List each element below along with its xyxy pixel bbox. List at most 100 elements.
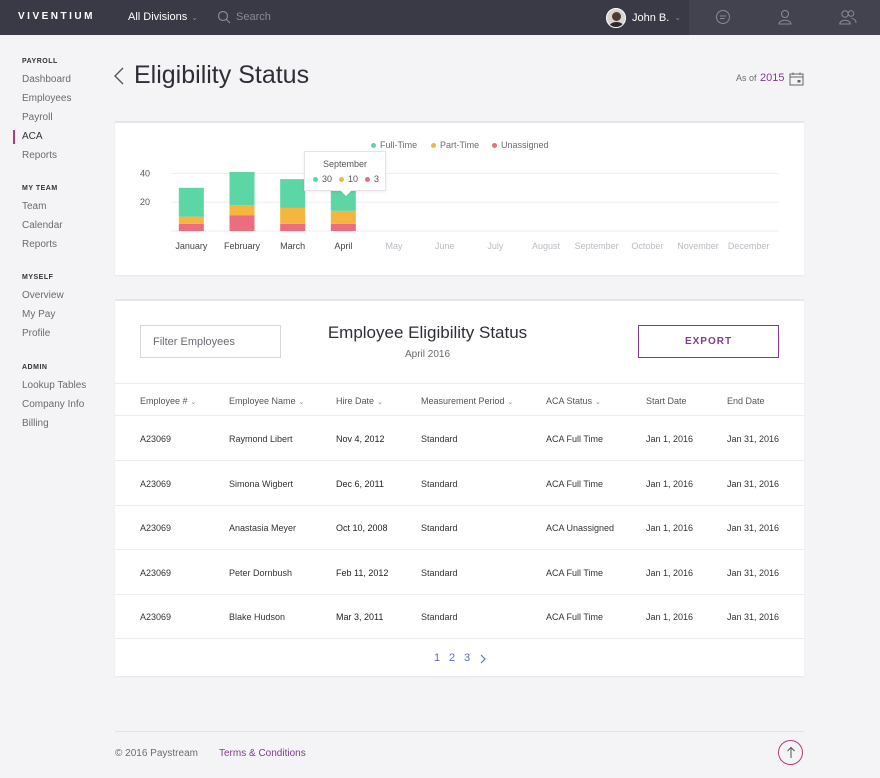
users-icon[interactable] <box>839 9 857 25</box>
user-icon[interactable] <box>778 9 792 25</box>
sidebar-item-company-info[interactable]: Company Info <box>22 399 85 410</box>
sidebar-item-calendar[interactable]: Calendar <box>22 220 63 231</box>
bar-part-time-february <box>229 205 255 216</box>
column-header-start-date[interactable]: Start Date <box>646 396 687 406</box>
tooltip-dot-part-time <box>339 176 345 182</box>
terms-link[interactable]: Terms & Conditions <box>219 748 306 759</box>
tooltip-dot-full-time <box>313 176 318 182</box>
legend-unassigned: Unassigned <box>492 140 549 150</box>
sidebar-section-my-team: MY TEAM <box>22 185 58 192</box>
cell-employee-name: Blake Hudson <box>229 612 286 623</box>
cell-aca-status: ACA Full Time <box>546 612 604 623</box>
x-tick-label: December <box>728 241 770 251</box>
scroll-top-button[interactable] <box>778 740 803 765</box>
cell-measurement-period: Standard <box>421 434 458 444</box>
x-tick-label: August <box>532 241 561 251</box>
bar-full-time-january <box>178 187 204 217</box>
user-name: John B. <box>632 11 670 24</box>
sidebar-item-overview[interactable]: Overview <box>22 290 64 301</box>
cell-hire-date: Feb 11, 2012 <box>336 567 389 578</box>
row-divider <box>115 549 804 551</box>
row-divider <box>115 593 804 595</box>
column-header-measurement-period[interactable]: Measurement Period ⌄ <box>421 396 513 406</box>
sidebar-item-payroll[interactable]: Payroll <box>22 112 53 123</box>
page-1[interactable]: 1 <box>434 652 441 664</box>
bar-full-time-february <box>229 171 255 206</box>
x-tick-label: July <box>487 241 504 251</box>
x-tick-label: February <box>224 241 261 251</box>
cell-employee-name: Anastasia Meyer <box>229 523 297 534</box>
legend-full-time: Full-Time <box>371 140 417 150</box>
tooltip-arrow <box>340 190 352 196</box>
active-indicator <box>13 130 15 144</box>
legend-part-time: Part-Time <box>431 140 479 150</box>
eligibility-chart-card: Full-Time Part-Time Unassigned 40 20 Janua… <box>115 121 804 275</box>
back-icon[interactable] <box>113 66 125 86</box>
year-selector[interactable]: 2015 <box>760 72 785 84</box>
column-header-hire-date[interactable]: Hire Date ⌄ <box>336 396 383 406</box>
cell-aca-status: ACA Full Time <box>546 567 604 578</box>
sidebar-section-myself: MYSELF <box>22 274 54 281</box>
column-header-employee-name[interactable]: Employee Name ⌄ <box>229 396 304 406</box>
divider <box>115 415 804 416</box>
page-3[interactable]: 3 <box>464 652 471 664</box>
sidebar-item-lookup-tables[interactable]: Lookup Tables <box>22 380 87 391</box>
arrow-up-icon <box>787 746 795 758</box>
search-input[interactable] <box>236 9 356 25</box>
export-button[interactable]: EXPORT <box>638 325 779 358</box>
stacked-bar-chart: 40 20 January February March April May June July… <box>140 168 779 251</box>
cell-measurement-period: Standard <box>421 523 458 534</box>
sidebar-item-reports[interactable]: Reports <box>22 150 58 161</box>
footer-divider <box>115 731 804 732</box>
column-header-end-date[interactable]: End Date <box>727 396 765 406</box>
cell-end-date: Jan 31, 2016 <box>727 612 780 623</box>
tooltip-month: September <box>322 159 368 169</box>
x-tick-label: October <box>631 241 663 251</box>
legend-label: Full-Time <box>380 140 418 150</box>
sidebar-item-team[interactable]: Team <box>22 201 47 212</box>
logo[interactable]: VIVENTIUM <box>18 11 95 22</box>
sidebar-item-dashboard[interactable]: Dashboard <box>22 74 71 85</box>
sidebar-item-billing[interactable]: Billing <box>22 418 49 429</box>
cell-employee-name: Raymond Libert <box>229 434 293 444</box>
tooltip-value-part-time: 10 <box>348 174 359 184</box>
x-tick-label: April <box>334 241 352 251</box>
y-tick-label: 40 <box>140 168 150 178</box>
y-tick-label: 20 <box>140 197 150 207</box>
search-icon <box>217 10 231 24</box>
top-actions <box>689 0 880 35</box>
x-tick-label: January <box>175 241 208 251</box>
user-menu[interactable]: John B. ⌄ <box>606 7 681 28</box>
column-header-aca-status[interactable]: ACA Status ⌄ <box>546 396 601 406</box>
sidebar-item-my-pay[interactable]: My Pay <box>22 309 56 320</box>
cell-measurement-period: Standard <box>421 612 458 623</box>
division-selector[interactable]: All Divisions ⌄ <box>128 11 198 23</box>
sidebar-item-team-reports[interactable]: Reports <box>22 239 58 250</box>
cell-start-date: Jan 1, 2016 <box>646 567 694 578</box>
calendar-icon[interactable] <box>789 72 804 86</box>
page-2[interactable]: 2 <box>449 652 456 664</box>
page-title: Eligibility Status <box>134 61 310 89</box>
bar-unassigned-april <box>330 223 356 231</box>
x-tick-label: September <box>575 241 619 251</box>
cell-employee-number: A23069 <box>140 567 172 578</box>
avatar <box>606 7 626 28</box>
chevron-down-icon: ⌄ <box>595 399 601 406</box>
row-divider <box>115 460 804 461</box>
column-label: Hire Date <box>336 396 375 406</box>
table-subtitle: April 2016 <box>404 349 451 360</box>
tooltip-dot-unassigned <box>365 176 371 182</box>
chevron-right-icon[interactable] <box>479 654 487 664</box>
sidebar-item-profile[interactable]: Profile <box>22 328 51 339</box>
sidebar-item-aca[interactable]: ACA <box>22 131 43 142</box>
chat-icon[interactable] <box>715 9 731 25</box>
cell-end-date: Jan 31, 2016 <box>727 434 780 444</box>
column-header-employee-number[interactable]: Employee # ⌄ <box>140 396 196 406</box>
row-divider <box>115 638 804 640</box>
x-tick-label: May <box>385 241 403 251</box>
divider <box>115 383 804 384</box>
sidebar-item-employees[interactable]: Employees <box>22 93 72 104</box>
cell-hire-date: Oct 10, 2008 <box>336 523 388 534</box>
filter-employees-input[interactable] <box>140 325 281 358</box>
sidebar-section-admin: ADMIN <box>22 364 48 371</box>
